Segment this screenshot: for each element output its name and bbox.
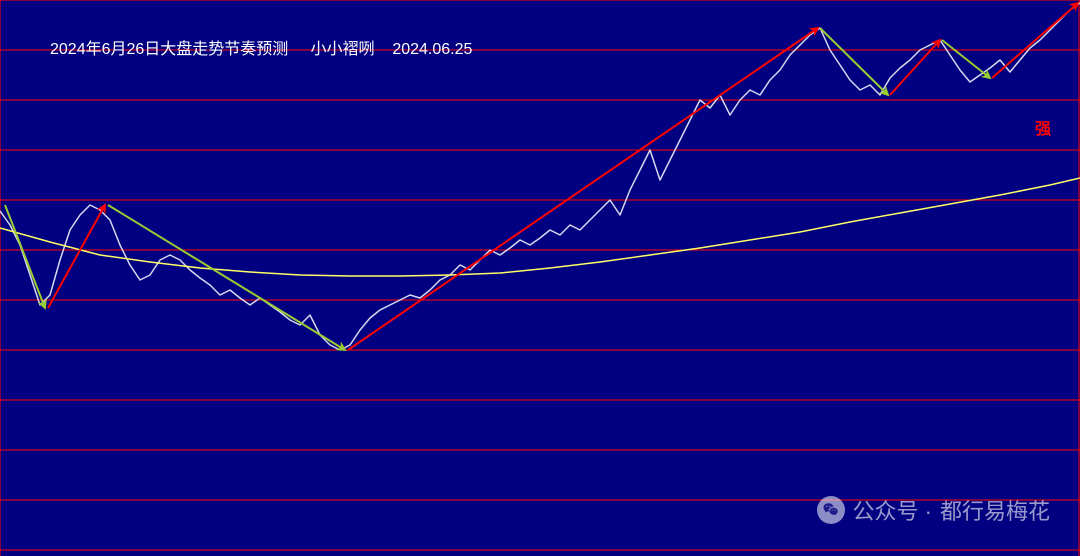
chart-title: 2024年6月26日大盘走势节奏预测 <box>50 41 288 58</box>
chart-date: 2024.06.25 <box>392 41 472 58</box>
watermark-prefix: 公众号 · <box>853 494 932 526</box>
watermark: 公众号 · 都行易梅花 <box>817 494 1050 526</box>
wechat-icon <box>817 496 845 524</box>
stock-chart: 2024年6月26日大盘走势节奏预测 小小褶咧 2024.06.25 强 公众号… <box>0 0 1080 556</box>
chart-title-group: 2024年6月26日大盘走势节奏预测 小小褶咧 2024.06.25 <box>50 35 472 59</box>
watermark-name: 都行易梅花 <box>940 494 1050 526</box>
chart-author: 小小褶咧 <box>311 41 375 58</box>
strength-annotation: 强 <box>1035 115 1051 139</box>
chart-canvas <box>0 0 1080 556</box>
